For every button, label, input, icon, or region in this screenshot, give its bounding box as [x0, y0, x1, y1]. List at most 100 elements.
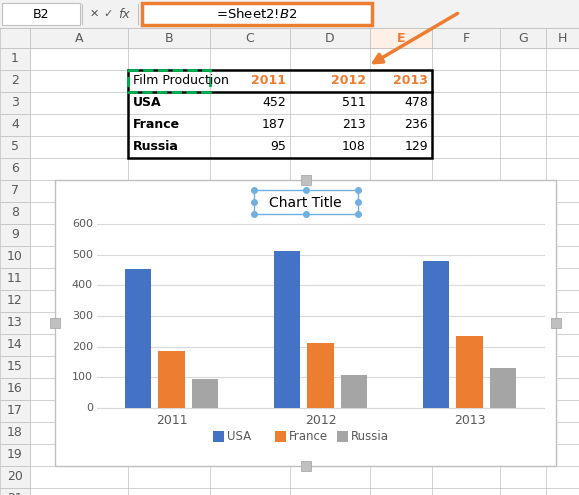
- Text: 1: 1: [11, 52, 19, 65]
- Text: F: F: [463, 32, 470, 45]
- Bar: [128, 70, 432, 158]
- Bar: [456, 336, 483, 408]
- Bar: [0, 158, 30, 180]
- Bar: [128, 70, 210, 92]
- Bar: [0, 422, 30, 444]
- Text: 9: 9: [11, 229, 19, 242]
- Bar: [0, 224, 30, 246]
- Text: Russia: Russia: [351, 430, 389, 443]
- Text: 100: 100: [72, 372, 93, 382]
- Text: 17: 17: [7, 404, 23, 417]
- Text: 2013: 2013: [454, 414, 485, 427]
- Bar: [275, 431, 286, 442]
- Bar: [500, 28, 546, 48]
- Bar: [0, 92, 30, 114]
- Bar: [55, 180, 556, 466]
- Bar: [142, 3, 372, 25]
- Text: 12: 12: [7, 295, 23, 307]
- Text: 18: 18: [7, 427, 23, 440]
- Text: 13: 13: [7, 316, 23, 330]
- Bar: [2, 3, 80, 25]
- Bar: [0, 70, 30, 92]
- Text: 21: 21: [7, 493, 23, 495]
- Bar: [128, 28, 210, 48]
- Text: 2: 2: [11, 75, 19, 88]
- Text: 95: 95: [270, 141, 286, 153]
- Bar: [370, 28, 432, 48]
- Bar: [0, 28, 579, 48]
- Text: 14: 14: [7, 339, 23, 351]
- Text: 129: 129: [404, 141, 428, 153]
- Bar: [0, 334, 30, 356]
- Bar: [432, 28, 500, 48]
- Bar: [490, 368, 516, 408]
- Bar: [0, 202, 30, 224]
- Bar: [0, 0, 579, 28]
- Text: A: A: [75, 32, 83, 45]
- Bar: [50, 318, 60, 328]
- Text: C: C: [245, 32, 254, 45]
- Text: G: G: [518, 32, 528, 45]
- Text: 478: 478: [404, 97, 428, 109]
- Text: France: France: [289, 430, 328, 443]
- Bar: [273, 251, 301, 408]
- Text: USA: USA: [227, 430, 251, 443]
- Text: 500: 500: [72, 249, 93, 260]
- Text: 2011: 2011: [251, 75, 286, 88]
- Text: B: B: [164, 32, 173, 45]
- Text: 2012: 2012: [305, 414, 336, 427]
- Bar: [0, 378, 30, 400]
- Text: D: D: [325, 32, 335, 45]
- Text: 200: 200: [72, 342, 93, 351]
- Text: 16: 16: [7, 383, 23, 396]
- Text: 6: 6: [11, 162, 19, 176]
- Text: Film Production: Film Production: [133, 75, 229, 88]
- Bar: [0, 312, 30, 334]
- Bar: [0, 180, 30, 202]
- Text: 7: 7: [11, 185, 19, 198]
- Bar: [290, 28, 370, 48]
- Text: fx: fx: [118, 7, 130, 20]
- Text: 511: 511: [342, 97, 366, 109]
- Text: 2011: 2011: [156, 414, 188, 427]
- Bar: [301, 175, 310, 185]
- Text: 19: 19: [7, 448, 23, 461]
- Bar: [546, 28, 579, 48]
- Bar: [0, 136, 30, 158]
- Bar: [0, 246, 30, 268]
- Text: 10: 10: [7, 250, 23, 263]
- Text: E: E: [397, 32, 405, 45]
- Text: 452: 452: [262, 97, 286, 109]
- Bar: [124, 269, 151, 408]
- Bar: [0, 48, 30, 70]
- Bar: [340, 375, 368, 408]
- Text: 400: 400: [72, 280, 93, 291]
- Bar: [0, 400, 30, 422]
- Bar: [210, 28, 290, 48]
- Bar: [307, 343, 334, 408]
- Text: 300: 300: [72, 311, 93, 321]
- Text: 600: 600: [72, 219, 93, 229]
- Bar: [0, 488, 30, 495]
- Text: H: H: [558, 32, 567, 45]
- Text: France: France: [133, 118, 180, 132]
- Bar: [30, 28, 128, 48]
- Bar: [0, 290, 30, 312]
- Bar: [0, 356, 30, 378]
- Text: =Sheet2!$B$2: =Sheet2!$B$2: [217, 7, 298, 21]
- Bar: [0, 28, 30, 48]
- Bar: [423, 261, 449, 408]
- Bar: [158, 350, 185, 408]
- Text: 15: 15: [7, 360, 23, 374]
- Bar: [0, 114, 30, 136]
- Text: 187: 187: [262, 118, 286, 132]
- Bar: [551, 318, 561, 328]
- Text: 236: 236: [404, 118, 428, 132]
- Bar: [192, 379, 218, 408]
- Text: 3: 3: [11, 97, 19, 109]
- Bar: [337, 431, 348, 442]
- Text: ✓: ✓: [103, 9, 113, 19]
- Bar: [0, 444, 30, 466]
- Bar: [301, 461, 310, 471]
- Bar: [0, 268, 30, 290]
